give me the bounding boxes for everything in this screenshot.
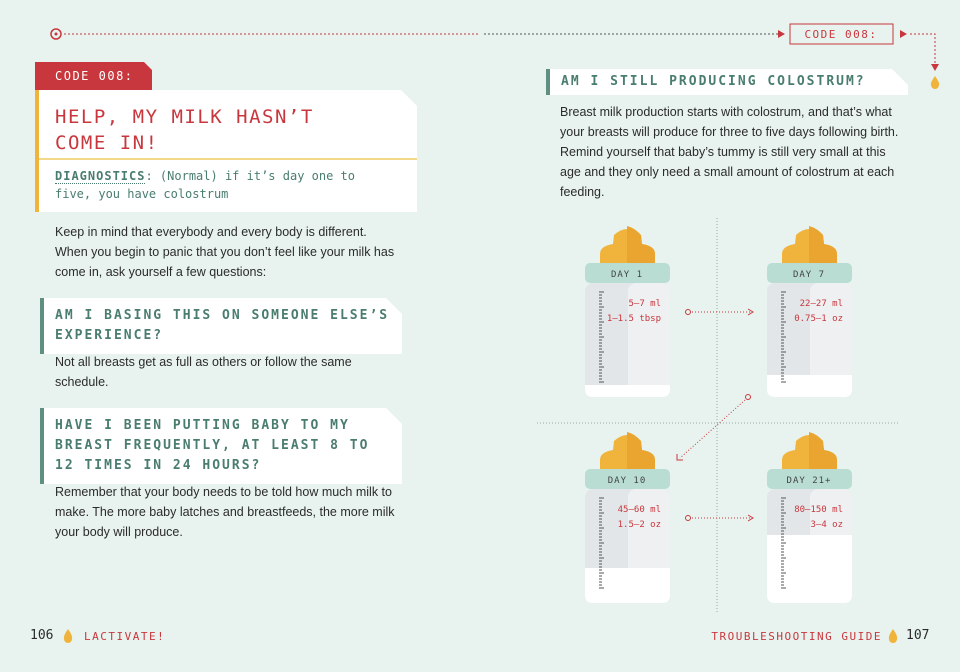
arrow-head [747,514,754,522]
start-dot [54,32,58,36]
arrow-head [900,30,907,38]
amount-alt: 0.75–1 oz [794,314,843,324]
code-tab: CODE 008: [35,62,152,90]
amount-alt: 1–1.5 tbsp [607,314,661,324]
page-number: 107 [906,628,930,643]
code-box [789,23,894,45]
bottle-nipple-shade [627,226,655,265]
start-marker [50,28,62,40]
drop-icon [888,629,898,643]
bottle-nipple-shade [627,432,655,471]
page-title: HELP, MY MILK HASN’T COME IN! [55,106,314,154]
bottle-collar [585,263,670,283]
diagnostics-text: : (Normal) if it’s day one to five, you … [55,169,355,201]
amount-ml: 80–150 ml [794,505,843,515]
day-label: DAY 21+ [787,476,832,486]
arrow-head [778,30,785,38]
section-heading: AM I STILL PRODUCING COLOSTRUM? [561,74,866,89]
flow-dot [685,309,691,315]
section-heading: AM I BASING THIS ON SOMEONE ELSE’S EXPER… [55,308,390,343]
bottle-collar [767,469,852,489]
drop-icon [63,629,73,643]
diagnostics-label: DIAGNOSTICS [55,169,146,183]
flow-dot [745,394,751,400]
dashed-line [910,33,936,64]
section-card: HAVE I BEEN PUTTING BABY TO MY BREAST FR… [40,408,402,484]
amount-ml: 22–27 ml [800,299,843,309]
intro: Keep in mind that everybody and every bo… [55,225,395,279]
day-label: DAY 10 [608,476,647,486]
diagnostics: DIAGNOSTICS: (Normal) if it’s day one to… [55,167,395,203]
section-card: AM I BASING THIS ON SOMEONE ELSE’S EXPER… [40,298,402,354]
running-title: LACTIVATE! [84,630,166,643]
right-body: Breast milk production starts with colos… [560,105,899,199]
bottle-body-light [628,283,670,397]
bottle-collar [585,469,670,489]
section-heading: HAVE I BEEN PUTTING BABY TO MY BREAST FR… [55,418,370,473]
amount-alt: 3–4 oz [810,520,843,530]
bottle-milk [767,375,852,397]
day-label: DAY 1 [611,270,643,280]
drop-icon [930,76,940,89]
arrow-head [676,454,683,461]
title-card: HELP, MY MILK HASN’T COME IN! DIAGNOSTIC… [35,90,417,212]
flow-dot [685,515,691,521]
title-rule [39,158,417,160]
section-card: AM I STILL PRODUCING COLOSTRUM? [546,69,908,95]
bottle-milk [585,385,670,397]
bottle-nipple-shade [809,226,837,265]
amount-alt: 1.5–2 oz [618,520,661,530]
bottle-milk [767,535,852,603]
bottle-milk [585,568,670,603]
bottle-body-light [810,283,852,397]
arrow-head [931,64,939,71]
bottles: DAY 1 5–7 ml 1–1.5 tbsp DAY 7 22–27 ml 0.75–1… [585,226,852,603]
section-body: Not all breasts get as full as others or… [55,355,352,389]
flow-arrow [679,399,746,459]
amount-ml: 5–7 ml [628,299,661,309]
day-label: DAY 7 [793,270,825,280]
arrow-head [747,308,754,316]
bottle-nipple-shade [809,432,837,471]
code-label: CODE 008: [804,28,877,41]
section-body: Remember that your body needs to be told… [55,485,395,539]
amount-ml: 45–60 ml [618,505,661,515]
bottle-collar [767,263,852,283]
page-number: 106 [30,628,54,643]
running-title: TROUBLESHOOTING GUIDE [711,630,882,643]
